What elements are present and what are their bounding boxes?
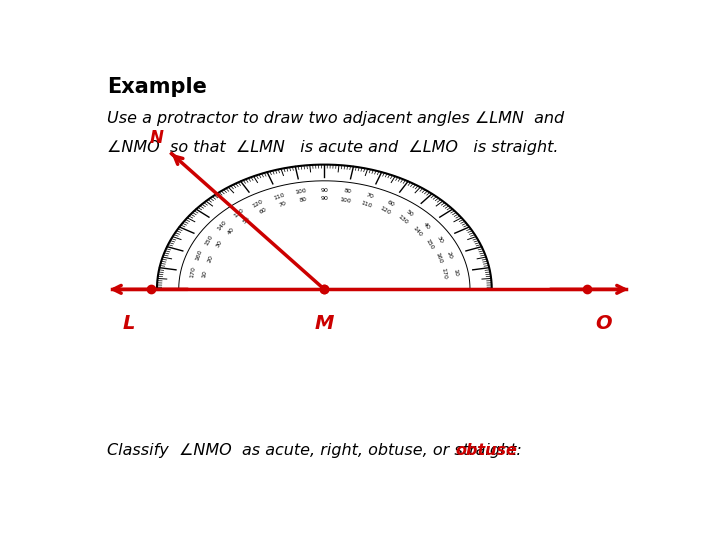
Text: 70: 70	[279, 201, 287, 208]
Text: L: L	[123, 314, 135, 333]
Text: 70: 70	[365, 192, 374, 200]
Text: Example: Example	[107, 77, 207, 97]
Text: 100: 100	[339, 197, 351, 204]
Text: 120: 120	[379, 206, 392, 216]
Text: 110: 110	[359, 200, 372, 208]
Text: obtuse: obtuse	[456, 443, 518, 458]
Text: 20: 20	[207, 254, 214, 263]
Text: 50: 50	[405, 209, 415, 218]
Text: 130: 130	[233, 208, 245, 219]
Text: 150: 150	[204, 233, 214, 246]
Text: 40: 40	[227, 227, 236, 236]
Text: 10: 10	[202, 269, 208, 278]
Text: 140: 140	[412, 225, 423, 237]
Text: 80: 80	[299, 197, 307, 204]
Text: 120: 120	[251, 198, 264, 208]
Text: 160: 160	[434, 252, 443, 265]
Text: 160: 160	[195, 249, 204, 262]
Text: 110: 110	[273, 192, 285, 200]
Text: M: M	[315, 314, 334, 333]
Text: 140: 140	[217, 219, 228, 232]
Text: 90: 90	[320, 197, 328, 201]
Text: 30: 30	[215, 239, 223, 249]
Text: 50: 50	[242, 215, 251, 225]
Text: ∠NMO  so that  ∠LMN   is acute and  ∠LMO   is straight.: ∠NMO so that ∠LMN is acute and ∠LMO is s…	[107, 140, 558, 154]
Text: 60: 60	[259, 207, 269, 215]
Text: 130: 130	[396, 214, 408, 226]
Text: O: O	[595, 314, 612, 333]
Text: 30: 30	[436, 235, 444, 245]
Text: 60: 60	[387, 199, 395, 207]
Text: 170: 170	[190, 266, 197, 278]
Text: 90: 90	[320, 188, 328, 193]
Text: 100: 100	[295, 188, 307, 195]
Text: 20: 20	[446, 251, 453, 260]
Text: Use a protractor to draw two adjacent angles ∠LMN  and: Use a protractor to draw two adjacent an…	[107, 111, 564, 125]
Text: 40: 40	[422, 221, 431, 230]
Text: 80: 80	[343, 188, 351, 195]
Text: Classify  ∠NMO  as acute, right, obtuse, or straight:: Classify ∠NMO as acute, right, obtuse, o…	[107, 443, 532, 458]
Text: N: N	[149, 130, 163, 147]
Text: 170: 170	[441, 267, 447, 280]
Text: 150: 150	[424, 238, 435, 251]
Text: 10: 10	[452, 268, 459, 276]
